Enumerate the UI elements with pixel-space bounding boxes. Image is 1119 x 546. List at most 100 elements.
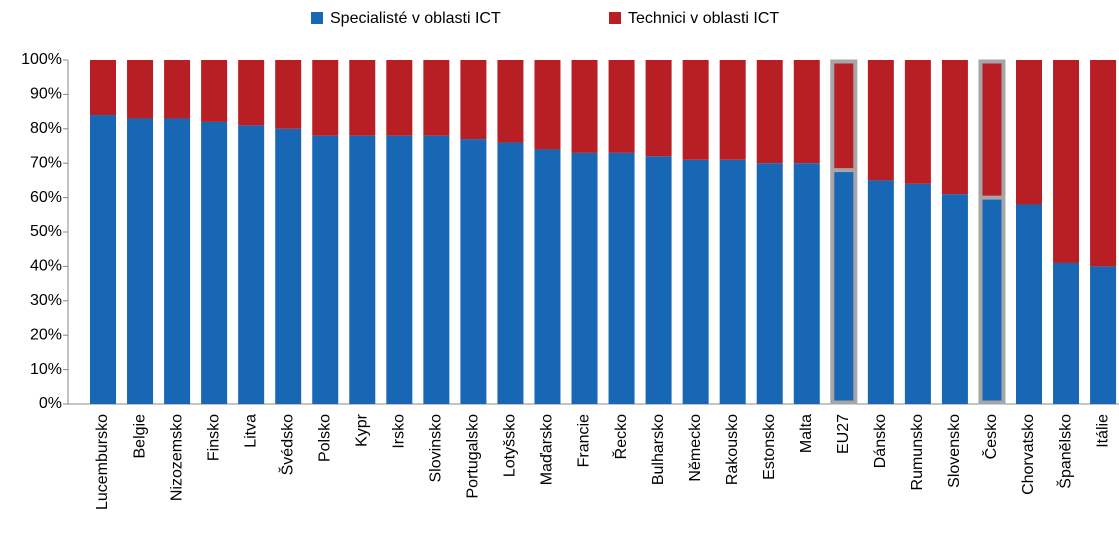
x-tick-label: Itálie bbox=[1094, 414, 1111, 448]
x-tick-label: Bulharsko bbox=[650, 414, 667, 485]
x-tick-label: Švédsko bbox=[277, 414, 296, 475]
x-tick-label: Irsko bbox=[391, 414, 408, 449]
y-tick-label: 70% bbox=[30, 154, 62, 171]
bar-segment bbox=[793, 60, 820, 164]
x-tick-label: Nizozemsko bbox=[168, 414, 185, 501]
bar-segment bbox=[386, 60, 413, 136]
x-tick-label: Lotyšsko bbox=[502, 414, 519, 477]
bar-segment bbox=[275, 128, 302, 405]
bar-segment bbox=[756, 163, 783, 404]
x-tick-label: Slovensko bbox=[946, 414, 963, 488]
y-tick-label: 20% bbox=[30, 326, 62, 343]
x-tick-label: Rumunsko bbox=[909, 414, 926, 491]
x-tick-label: Chorvatsko bbox=[1020, 414, 1037, 495]
x-tick-label: EU27 bbox=[835, 414, 852, 454]
bar-segment bbox=[719, 60, 746, 160]
bar-segment bbox=[423, 135, 450, 404]
x-tick-label: Rakousko bbox=[724, 414, 741, 485]
x-tick-label: Belgie bbox=[131, 414, 148, 459]
bar-segment bbox=[349, 135, 376, 404]
bar-segment bbox=[571, 60, 598, 153]
bar-segment bbox=[1016, 60, 1042, 205]
bar-segment bbox=[682, 159, 709, 404]
y-tick-label: 80% bbox=[30, 120, 62, 137]
bar-segment bbox=[238, 125, 265, 405]
x-tick-label: Španělsko bbox=[1055, 414, 1074, 489]
bar-segment bbox=[238, 60, 265, 126]
bar-segment bbox=[534, 60, 561, 150]
bar-segment bbox=[941, 60, 968, 195]
y-tick-label: 100% bbox=[21, 51, 62, 68]
bar-segment bbox=[201, 60, 228, 122]
legend-label: Specialisté v oblasti ICT bbox=[330, 10, 501, 27]
bar-segment bbox=[608, 152, 635, 404]
x-tick-label: Německo bbox=[687, 414, 704, 482]
highlight-outline bbox=[830, 59, 858, 405]
bar-segment bbox=[645, 156, 672, 404]
y-tick-label: 10% bbox=[30, 361, 62, 378]
y-tick-label: 30% bbox=[30, 292, 62, 309]
x-tick-label: Litva bbox=[242, 414, 259, 448]
bar-segment bbox=[793, 163, 820, 404]
y-tick-label: 0% bbox=[39, 395, 62, 412]
y-tick-label: 50% bbox=[30, 223, 62, 240]
bar-segment bbox=[608, 60, 635, 153]
x-tick-label: Finsko bbox=[205, 414, 222, 461]
bar-segment bbox=[1053, 262, 1080, 404]
bar-segment bbox=[645, 60, 672, 157]
bar-segment bbox=[497, 142, 524, 404]
bar-segment bbox=[497, 60, 524, 143]
bar-segment bbox=[571, 152, 598, 404]
bar-segment bbox=[460, 60, 487, 140]
x-tick-label: Lucembursko bbox=[94, 414, 111, 510]
bar-segment bbox=[830, 170, 857, 404]
y-tick-label: 60% bbox=[30, 189, 62, 206]
bar-segment bbox=[127, 60, 154, 119]
x-tick-label: Maďarsko bbox=[539, 414, 556, 485]
bar-segment bbox=[460, 139, 487, 404]
bar-segment bbox=[90, 115, 116, 404]
bar-segment bbox=[90, 60, 116, 116]
x-tick-label: Dánsko bbox=[872, 414, 889, 468]
bar-segment bbox=[312, 60, 339, 136]
x-tick-label: Řecko bbox=[611, 414, 630, 459]
bar-segment bbox=[978, 197, 1005, 404]
bar-segment bbox=[756, 60, 783, 164]
bar-segment bbox=[978, 60, 1005, 198]
bar-segment bbox=[164, 60, 191, 119]
legend-label: Technici v oblasti ICT bbox=[628, 10, 779, 27]
bar-segment bbox=[904, 60, 931, 184]
x-tick-label: Slovinsko bbox=[428, 414, 445, 483]
bar-segment bbox=[275, 60, 302, 129]
bar-segment bbox=[1090, 60, 1117, 267]
bar-segment bbox=[830, 60, 857, 171]
x-tick-label: Kypr bbox=[353, 413, 370, 447]
bar-segment bbox=[534, 149, 561, 404]
highlight-outline bbox=[978, 59, 1006, 405]
x-tick-label: Portugalsko bbox=[465, 414, 482, 499]
bar-segment bbox=[201, 121, 228, 405]
bar-segment bbox=[904, 183, 931, 404]
y-tick-label: 40% bbox=[30, 258, 62, 275]
x-tick-label: Francie bbox=[576, 414, 593, 467]
x-tick-label: Česko bbox=[981, 414, 1000, 459]
bar-segment bbox=[719, 159, 746, 404]
bar-segment bbox=[1053, 60, 1080, 263]
bar-segment bbox=[1090, 266, 1117, 404]
bar-segment bbox=[386, 135, 413, 404]
bar-segment bbox=[1016, 204, 1042, 404]
x-tick-label: Estonsko bbox=[761, 414, 778, 480]
bar-segment bbox=[867, 180, 894, 404]
bar-segment bbox=[312, 135, 339, 404]
legend-swatch bbox=[311, 12, 323, 24]
bar-segment bbox=[867, 60, 894, 181]
bar-segment bbox=[349, 60, 376, 136]
bar-segment bbox=[164, 118, 191, 404]
bar-segment bbox=[941, 194, 968, 404]
bar-segment bbox=[127, 118, 154, 404]
legend-swatch bbox=[609, 12, 621, 24]
x-tick-label: Polsko bbox=[316, 414, 333, 462]
bar-segment bbox=[423, 60, 450, 136]
bar-segment bbox=[682, 60, 709, 160]
